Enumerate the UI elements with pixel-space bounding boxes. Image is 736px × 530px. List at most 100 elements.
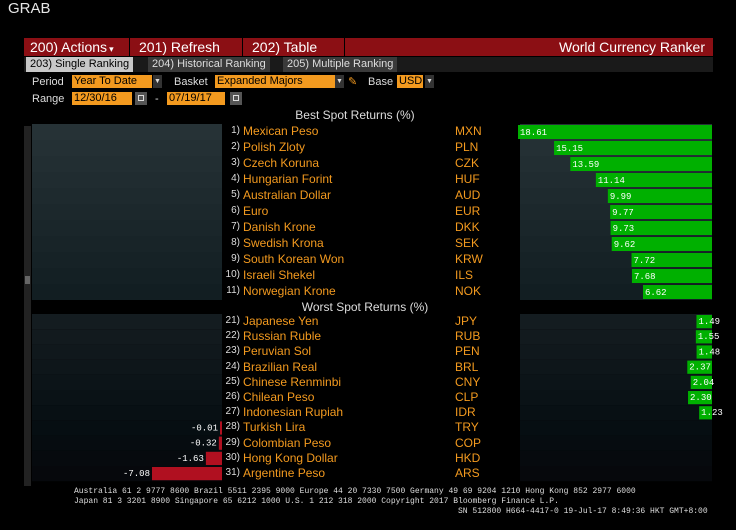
table-button[interactable]: 202) Table xyxy=(252,39,318,55)
return-bar xyxy=(631,269,712,283)
bg-panel-row xyxy=(520,420,712,436)
currency-name[interactable]: Australian Dollar xyxy=(243,188,332,202)
currency-code: EUR xyxy=(455,204,481,218)
refresh-button[interactable]: 201) Refresh xyxy=(139,39,220,55)
bg-panel-row xyxy=(32,359,222,375)
currency-code: PLN xyxy=(455,140,479,154)
bg-panel-row xyxy=(32,124,222,140)
rank-number: 30) xyxy=(225,451,240,463)
currency-name[interactable]: Chilean Peso xyxy=(243,390,315,404)
bg-panel-row xyxy=(520,314,712,330)
rank-number: 22) xyxy=(225,330,240,342)
calendar-icon[interactable] xyxy=(135,92,147,105)
currency-code: CZK xyxy=(455,156,479,170)
bar-value-label: 2.04 xyxy=(693,378,715,388)
calendar-icon[interactable] xyxy=(230,92,242,105)
currency-name[interactable]: South Korean Won xyxy=(243,252,345,266)
bg-panel-row xyxy=(32,252,222,268)
bg-panel-row xyxy=(520,435,712,451)
base-select[interactable]: USD xyxy=(397,75,423,88)
rank-number: 2) xyxy=(231,141,240,152)
currency-name[interactable]: Chinese Renminbi xyxy=(243,374,342,389)
scrollbar[interactable] xyxy=(24,126,31,486)
rank-number: 31) xyxy=(225,467,240,478)
base-label: Base xyxy=(368,76,394,88)
currency-code: ILS xyxy=(455,268,474,282)
rank-number: 9) xyxy=(231,253,240,264)
currency-name[interactable]: Polish Zloty xyxy=(243,140,306,154)
return-bar xyxy=(152,467,222,481)
period-label: Period xyxy=(32,76,64,88)
menu-divider xyxy=(344,38,345,56)
currency-name[interactable]: Brazilian Real xyxy=(243,359,318,374)
currency-name[interactable]: Israeli Shekel xyxy=(243,268,316,282)
currency-name[interactable]: Hong Kong Dollar xyxy=(243,450,338,465)
currency-code: PEN xyxy=(455,344,480,359)
actions-menu[interactable]: 200) Actions ▾ xyxy=(30,38,114,56)
chevron-down-icon[interactable]: ▼ xyxy=(153,75,162,88)
bg-panel-row xyxy=(32,172,222,188)
currency-name[interactable]: Czech Koruna xyxy=(243,156,320,170)
rank-number: 4) xyxy=(231,173,240,184)
return-bar xyxy=(687,360,712,374)
currency-name[interactable]: Peruvian Sol xyxy=(243,344,312,359)
tab-historical-ranking[interactable]: 204) Historical Ranking xyxy=(148,57,270,72)
bar-value-label: -0.01 xyxy=(191,423,218,433)
currency-code: RUB xyxy=(455,329,481,344)
currency-name[interactable]: Argentine Peso xyxy=(243,466,326,480)
currency-name[interactable]: Mexican Peso xyxy=(243,124,319,138)
currency-name[interactable]: Turkish Lira xyxy=(243,420,306,435)
bg-panel-row xyxy=(520,344,712,360)
chevron-down-icon[interactable]: ▼ xyxy=(425,75,434,88)
bar-value-label: 1.48 xyxy=(699,347,721,357)
scrollbar-thumb[interactable] xyxy=(25,276,30,284)
currency-name[interactable]: Norwegian Krone xyxy=(243,284,336,298)
period-select[interactable]: Year To Date xyxy=(72,75,152,88)
bg-panel-row xyxy=(32,405,222,421)
bg-panel-row xyxy=(32,344,222,360)
return-bar xyxy=(218,436,222,450)
bg-panel-row xyxy=(32,390,222,406)
bg-panel-row xyxy=(32,236,222,252)
currency-name[interactable]: Japanese Yen xyxy=(243,314,319,328)
return-bar xyxy=(696,315,712,329)
footer-session: SN 512800 H664-4417-0 19-Jul-17 8:49:36 … xyxy=(458,507,708,516)
return-bar xyxy=(695,330,712,344)
bg-panel-row xyxy=(32,329,222,345)
page-title: World Currency Ranker xyxy=(558,39,705,55)
rank-number: 10) xyxy=(225,269,240,280)
currency-name[interactable]: Swedish Krona xyxy=(243,236,324,250)
bg-panel-row xyxy=(32,268,222,284)
bg-panel-row xyxy=(520,374,712,390)
currency-name[interactable]: Danish Krone xyxy=(243,220,316,234)
currency-code: BRL xyxy=(455,359,479,374)
currency-code: DKK xyxy=(455,220,480,234)
menu-divider xyxy=(242,38,243,56)
return-bar xyxy=(607,189,712,203)
range-start-input[interactable]: 12/30/16 xyxy=(72,92,132,105)
bg-panel-row xyxy=(32,420,222,436)
chevron-down-icon[interactable]: ▼ xyxy=(335,75,344,88)
basket-select[interactable]: Expanded Majors xyxy=(215,75,337,88)
footer-contacts: Australia 61 2 9777 8600 Brazil 5511 239… xyxy=(74,487,636,496)
tab-multiple-ranking[interactable]: 205) Multiple Ranking xyxy=(283,57,398,72)
return-bar xyxy=(631,253,712,267)
currency-name[interactable]: Russian Ruble xyxy=(243,329,322,344)
range-end-input[interactable]: 07/19/17 xyxy=(167,92,225,105)
currency-name[interactable]: Colombian Peso xyxy=(243,435,332,450)
currency-code: IDR xyxy=(455,405,476,420)
currency-name[interactable]: Euro xyxy=(243,204,269,218)
currency-name[interactable]: Hungarian Forint xyxy=(243,172,333,186)
bar-value-label: 1.55 xyxy=(698,332,720,342)
return-bar xyxy=(570,157,712,171)
tab-single-ranking[interactable]: 203) Single Ranking xyxy=(26,57,134,72)
bar-value-label: 9.77 xyxy=(612,208,634,218)
currency-code: AUD xyxy=(455,188,481,202)
bar-value-label: 2.37 xyxy=(689,363,711,373)
currency-code: MXN xyxy=(455,124,482,138)
pencil-icon[interactable]: ✎ xyxy=(348,76,358,88)
currency-name[interactable]: Indonesian Rupiah xyxy=(243,405,344,420)
tab-bar: 203) Single Ranking 204) Historical Rank… xyxy=(24,57,713,72)
basket-label: Basket xyxy=(174,76,208,88)
menu-bar: 200) Actions ▾ 201) Refresh 202) Table Wo… xyxy=(24,38,713,56)
